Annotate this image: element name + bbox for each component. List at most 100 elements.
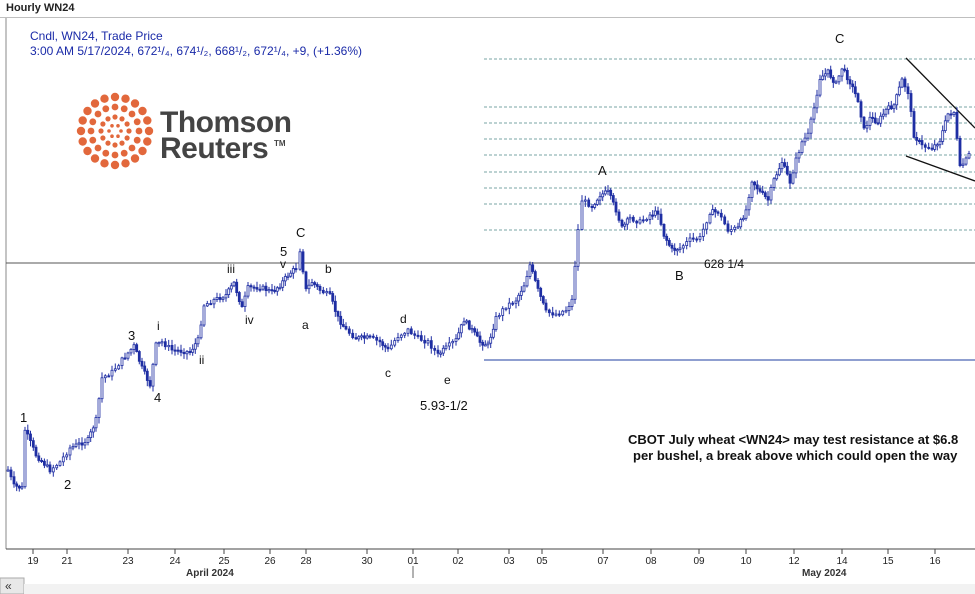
candle-body <box>406 328 410 334</box>
candle-body <box>497 315 501 318</box>
candle-body <box>179 349 183 353</box>
candle-body <box>955 112 959 139</box>
wave-label-a: a <box>302 318 309 332</box>
candle-body <box>313 282 317 285</box>
candle-body <box>315 284 319 287</box>
candle-body <box>631 216 635 222</box>
wave-label-B: B <box>675 268 684 283</box>
x-tick-label: 09 <box>693 556 705 567</box>
horizontal-scrollbar[interactable] <box>24 584 975 594</box>
logo-dot <box>105 140 111 146</box>
candle-body <box>551 312 555 316</box>
candle-body <box>794 157 798 174</box>
candle-body <box>371 335 375 338</box>
scroll-left-button[interactable] <box>0 577 25 594</box>
candle-body <box>459 324 463 334</box>
candle-body <box>154 342 158 365</box>
candle-body <box>365 335 369 339</box>
candle-body <box>291 268 295 274</box>
candle-body <box>536 279 540 289</box>
logo-dot <box>83 106 92 116</box>
candle-body <box>935 144 939 147</box>
candle-body <box>351 332 355 338</box>
candle-body <box>386 346 390 350</box>
x-tick-label: 10 <box>740 556 752 567</box>
candle-body <box>140 360 144 367</box>
candle-body <box>688 237 692 242</box>
candle-body <box>641 219 645 222</box>
candle-body <box>653 210 657 216</box>
candle-body <box>160 341 164 344</box>
candle-body <box>409 328 413 335</box>
candle-body <box>678 247 682 251</box>
candle-body <box>881 113 885 117</box>
candle-body <box>785 165 789 175</box>
candle-body <box>949 113 953 116</box>
candle-body <box>522 285 526 292</box>
candle-body <box>917 139 921 142</box>
wedge-lower-line <box>905 155 975 182</box>
logo-dot <box>135 127 143 135</box>
logo-dot <box>110 134 114 138</box>
candle-body <box>301 251 305 273</box>
logo-dot <box>94 110 102 118</box>
logo-dot <box>87 127 95 135</box>
candle-body <box>673 247 677 251</box>
logo-dot <box>119 129 123 133</box>
logo-dot <box>116 134 120 138</box>
x-tick-label: 15 <box>882 556 894 567</box>
candle-body <box>483 344 487 347</box>
candle-body <box>270 289 274 292</box>
x-tick-label: 02 <box>452 556 464 567</box>
logo-dot <box>120 105 128 113</box>
candle-body <box>163 341 167 348</box>
candle-body <box>887 105 891 110</box>
candle-body <box>289 272 293 277</box>
candle-body <box>815 94 819 109</box>
candle-body <box>31 440 35 448</box>
candle-body <box>614 201 618 213</box>
candle-body <box>17 485 21 489</box>
candle-body <box>884 108 888 115</box>
logo-dot <box>107 129 111 133</box>
logo-trademark: TM <box>274 139 286 148</box>
candle-body <box>797 152 801 159</box>
candle-body <box>173 349 177 352</box>
candle-body <box>525 275 529 287</box>
window-titlebar: Hourly WN24 <box>0 0 975 18</box>
note-line-1: CBOT July wheat <WN24> may test resistan… <box>628 432 958 447</box>
candle-body <box>665 235 669 241</box>
candle-body <box>587 199 591 207</box>
candle-body <box>862 116 866 129</box>
candle-body <box>656 210 660 215</box>
candle-body <box>224 294 228 299</box>
x-tick-label: 05 <box>536 556 548 567</box>
candle-body <box>137 351 141 362</box>
logo-dot <box>100 121 106 127</box>
candle-body <box>967 152 971 159</box>
x-tick-label: 25 <box>218 556 230 567</box>
candle-body <box>761 190 765 193</box>
logo-dot <box>112 114 118 120</box>
fib-lines <box>484 58 975 231</box>
candle-body <box>533 271 537 281</box>
candle-body <box>564 310 568 313</box>
candle-body <box>598 196 602 201</box>
candle-body <box>132 344 136 350</box>
scroll-left-icon[interactable]: « <box>5 579 12 593</box>
candle-body <box>65 454 69 458</box>
candle-body <box>120 357 124 366</box>
logo-dot <box>124 135 130 141</box>
candle-body <box>930 147 934 150</box>
candle-body <box>347 328 351 334</box>
candle-body <box>783 162 787 167</box>
candle-body <box>557 313 561 316</box>
candle-body <box>436 349 440 354</box>
candle-body <box>570 298 574 307</box>
candle-body <box>851 83 855 88</box>
logo-dot <box>133 136 141 144</box>
candle-body <box>40 459 43 462</box>
candle-body <box>261 285 265 290</box>
candle-body <box>129 348 133 354</box>
